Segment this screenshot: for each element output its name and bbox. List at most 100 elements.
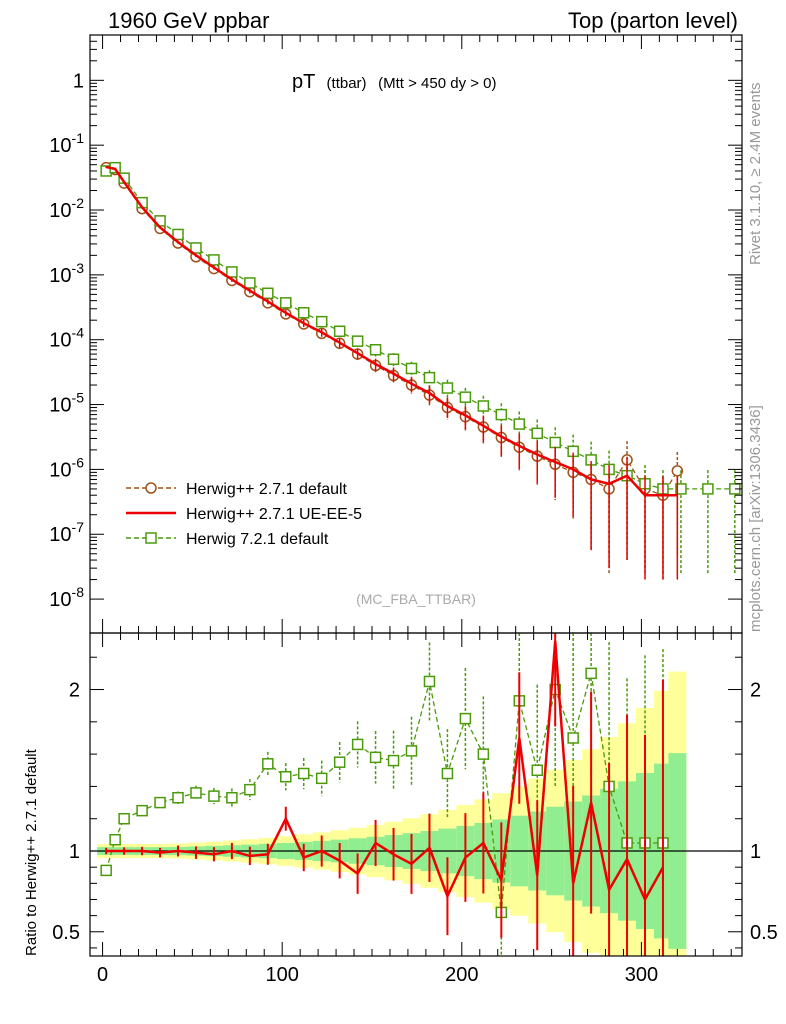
header-right: Top (parton level) <box>568 8 738 33</box>
herwig7-default-point <box>226 266 238 278</box>
tick-exponent: -1 <box>72 130 85 146</box>
herwig7-default-point <box>333 325 346 338</box>
legend-entry-herwigpp-ueee5: Herwig++ 2.7.1 UE-EE-5 <box>126 506 362 523</box>
legend-label-herwigpp-ueee5: Herwig++ 2.7.1 UE-EE-5 <box>186 506 362 523</box>
herwig7-default-point <box>315 315 328 328</box>
herwig7-default-point <box>405 362 418 375</box>
ratio-herwig7-point <box>333 756 346 768</box>
ratio-herwig7-point <box>100 864 112 877</box>
tick-base: 10 <box>49 459 71 481</box>
plot-title-suffix-b: (Mtt > 450 dy > 0) <box>378 75 496 92</box>
herwig7-default-point <box>459 391 472 403</box>
main-y-tick-label: 10-6 <box>49 454 84 481</box>
main-y-axis: 10-810-710-610-510-410-310-210-11 <box>49 34 742 611</box>
herwig7-default-point <box>477 400 490 412</box>
x-tick-label: 300 <box>625 964 658 986</box>
main-x-ticks <box>102 35 732 633</box>
tick-exponent: -5 <box>72 390 85 406</box>
ratio-plot: 0.5 0.5 1 1 2 2 0 100 200 300 Ratio to Herwig++ … <box>23 632 778 986</box>
herwig7-default-point <box>423 371 436 384</box>
herwig7-default-point <box>280 297 292 309</box>
tick-base: 10 <box>49 589 71 611</box>
ratio-y-tick-label: 0.5 <box>52 922 80 944</box>
herwig7-default-point <box>531 427 543 440</box>
main-y-tick-label: 10-7 <box>49 519 84 546</box>
main-series-layer <box>100 161 741 580</box>
ratio-herwig7-point <box>369 751 382 764</box>
tick-exponent: -2 <box>72 195 85 211</box>
legend-entry-herwigpp-default: Herwig++ 2.7.1 default <box>126 481 348 498</box>
tick-exponent: -4 <box>72 325 85 341</box>
main-y-tick-label: 10-4 <box>49 325 84 352</box>
herwig7-default-point <box>513 418 526 430</box>
herwig7-default-point <box>297 307 310 319</box>
herwig7-default-point <box>441 382 454 394</box>
ratio-herwig7-point <box>154 796 166 809</box>
ratio-herwig7-point <box>109 833 121 846</box>
ratio-herwig7-point <box>351 738 364 751</box>
herwig7-default-point <box>244 277 256 289</box>
ratio-y-tick-label-right: 0.5 <box>750 922 778 944</box>
herwig7-default-point <box>190 242 202 254</box>
ratio-herwig7-point <box>262 758 274 770</box>
herwig7-default-point <box>369 344 382 356</box>
ratio-plot-frame <box>89 632 743 957</box>
ratio-herwig7-point <box>190 787 202 799</box>
header-left: 1960 GeV ppbar <box>108 8 269 33</box>
tick-base: 10 <box>49 330 71 352</box>
legend: Herwig++ 2.7.1 default Herwig++ 2.7.1 UE… <box>126 481 362 548</box>
plot-title: pT (ttbar) (Mtt > 450 dy > 0) <box>292 71 497 93</box>
herwig7-default-point <box>702 483 714 495</box>
herwig7-default-line <box>105 166 735 490</box>
herwig7-default-point <box>549 436 561 449</box>
tick-base: 10 <box>49 524 71 546</box>
ratio-y-tick-label: 1 <box>69 841 80 863</box>
ratio-y-label: Ratio to Herwig++ 2.7.1 default <box>23 748 40 956</box>
ratio-herwig7-point <box>226 791 238 804</box>
ratio-herwig7-point <box>136 804 148 817</box>
herwigpp-ueee5-line <box>105 165 678 497</box>
main-plot: 10-810-710-610-510-410-310-210-11 pT (tt… <box>49 34 743 634</box>
herwig7-default-point <box>351 335 364 347</box>
ratio-herwig7-point <box>423 675 436 688</box>
herwig7-default-point <box>262 287 274 300</box>
main-y-tick-label: 10-3 <box>49 260 84 287</box>
herwig7-default-point <box>387 353 400 365</box>
ratio-herwig7-point <box>567 732 579 744</box>
main-y-tick-label: 10-8 <box>49 584 84 611</box>
main-y-tick-label: 1 <box>73 70 84 92</box>
tick-base: 10 <box>49 265 71 287</box>
ratio-herwig7-point <box>531 764 543 777</box>
herwigpp-default-line <box>106 167 678 496</box>
tick-base: 10 <box>49 395 71 417</box>
watermark: (MC_FBA_TTBAR) <box>356 591 476 607</box>
ratio-ueee5-line <box>106 641 665 903</box>
herwig7-default-point <box>495 408 508 421</box>
ratio-herwig7-point <box>477 748 490 760</box>
ratio-herwig7-point <box>280 770 292 783</box>
rivet-label: Rivet 3.1.10, ≥ 2.4M events <box>747 83 764 266</box>
mcplots-label: mcplots.cern.ch [arXiv:1306.3436] <box>747 405 764 632</box>
ratio-herwig7-point <box>297 767 310 780</box>
x-tick-label: 200 <box>445 964 478 986</box>
ratio-herwig7-point <box>585 667 597 680</box>
ratio-herwig7-point <box>244 783 256 796</box>
ratio-y-tick-label-right: 1 <box>750 841 761 863</box>
main-y-tick-label: 10-2 <box>49 195 84 222</box>
x-tick-label: 0 <box>97 964 108 986</box>
tick-exponent: -3 <box>72 260 85 276</box>
legend-entry-herwig7-default: Herwig 7.2.1 default <box>126 531 329 548</box>
tick-exponent: -8 <box>72 584 85 600</box>
x-tick-label: 100 <box>265 964 298 986</box>
ratio-y-tick-label-right: 2 <box>750 680 761 702</box>
main-y-tick-label: 10-5 <box>49 390 84 417</box>
ratio-herwig7-point <box>315 772 328 785</box>
tick-base: 10 <box>49 200 71 222</box>
legend-label-herwigpp-default: Herwig++ 2.7.1 default <box>186 481 348 498</box>
herwig7-default-point <box>172 228 184 241</box>
ratio-herwig7-line <box>105 673 663 913</box>
tick-exponent: -7 <box>72 519 85 535</box>
ratio-herwig7-point <box>387 754 400 767</box>
main-y-tick-label: 10-1 <box>49 130 84 157</box>
